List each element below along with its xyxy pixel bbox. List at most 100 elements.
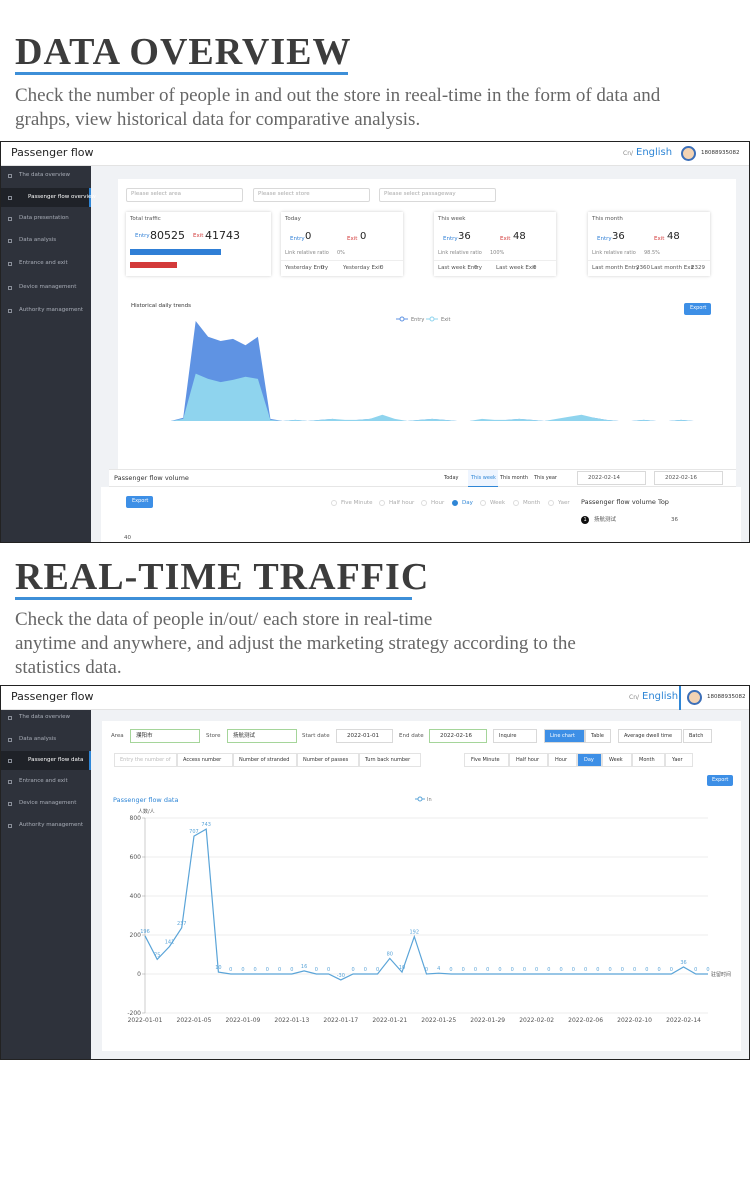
granularity-tab[interactable] — [577, 753, 602, 767]
tab-label[interactable]: Half hour — [516, 757, 540, 763]
granularity-tab[interactable] — [509, 753, 548, 767]
menu-item[interactable]: Entrance and exit — [19, 260, 68, 266]
metric-tab[interactable] — [177, 753, 233, 767]
menu-icon — [8, 802, 12, 806]
button[interactable] — [493, 729, 537, 743]
button-label[interactable]: Inquire — [499, 733, 517, 739]
menu-item[interactable]: Authority management — [19, 822, 84, 828]
button[interactable] — [544, 729, 585, 743]
top-bar — [1, 142, 749, 166]
radio-label[interactable]: Month — [523, 500, 541, 506]
button-label[interactable]: Table — [591, 733, 604, 739]
button[interactable] — [585, 729, 611, 743]
radio[interactable] — [379, 500, 385, 506]
tab-label[interactable]: Hour — [555, 757, 568, 763]
radio[interactable] — [421, 500, 427, 506]
menu-item[interactable]: Passenger flow overview — [28, 194, 96, 200]
menu-item[interactable]: Entrance and exit — [19, 778, 68, 784]
tab-label[interactable]: Five Minute — [471, 757, 500, 763]
export-button[interactable] — [684, 303, 711, 315]
radio-label[interactable]: Yaer — [558, 500, 570, 506]
granularity-tab[interactable] — [548, 753, 577, 767]
ratio-value: 100% — [490, 250, 505, 256]
sidebar — [1, 166, 91, 542]
tab-label[interactable]: Week — [609, 757, 623, 763]
export-button[interactable] — [126, 496, 153, 508]
button[interactable] — [683, 729, 712, 743]
filter-input[interactable] — [429, 729, 487, 743]
menu-item[interactable]: Device management — [19, 800, 77, 806]
metric-tab[interactable] — [359, 753, 421, 767]
metric-tab[interactable] — [114, 753, 177, 767]
previous-exit-label: Last week Exit — [496, 265, 536, 271]
tab-label[interactable]: Month — [639, 757, 655, 763]
menu-item[interactable]: Data presentation — [19, 215, 69, 221]
menu-item[interactable]: The data overview — [19, 714, 71, 720]
exit-label: Exit — [654, 236, 665, 242]
tab-label[interactable]: Day — [584, 757, 594, 763]
tab-label[interactable]: Entry the number of — [120, 757, 171, 763]
tab[interactable]: Today — [444, 475, 459, 481]
radio-label[interactable]: Half hour — [389, 500, 415, 506]
filter-input[interactable] — [130, 729, 200, 743]
menu-item[interactable]: The data overview — [19, 172, 71, 178]
button-label[interactable]: Export — [690, 305, 707, 311]
tab-label[interactable]: Access number — [183, 757, 222, 763]
menu-item[interactable]: Device management — [19, 284, 77, 290]
button[interactable] — [618, 729, 682, 743]
card — [434, 212, 556, 276]
filter-input[interactable] — [227, 729, 297, 743]
language-option[interactable]: Cn/ — [629, 694, 640, 701]
radio-label[interactable]: Week — [490, 500, 506, 506]
filter-input[interactable] — [336, 729, 393, 743]
menu-item[interactable]: Authority management — [19, 307, 84, 313]
menu-item[interactable]: Passenger flow data — [28, 757, 84, 763]
export-button[interactable] — [707, 775, 733, 786]
granularity-tab[interactable] — [464, 753, 509, 767]
button-label[interactable]: Average dwell time — [624, 733, 673, 739]
granularity-tab[interactable] — [632, 753, 665, 767]
button-label[interactable]: Export — [132, 498, 149, 504]
select[interactable] — [253, 188, 370, 202]
section-description: Check the number of people in and out th… — [15, 85, 661, 130]
select[interactable] — [126, 188, 243, 202]
radio-label[interactable]: Day — [462, 500, 473, 506]
tab[interactable]: This week — [471, 475, 496, 481]
tab-label[interactable]: Number of stranded — [239, 757, 290, 763]
granularity-tab[interactable] — [602, 753, 632, 767]
button-label[interactable]: Line chart — [550, 733, 576, 739]
card-title: Today — [285, 216, 301, 222]
date-input[interactable] — [654, 471, 723, 485]
tab-label[interactable]: Number of passes — [303, 757, 349, 763]
filter-label: Area — [111, 733, 124, 739]
menu-item[interactable]: Data analysis — [19, 237, 57, 243]
tab[interactable]: This month — [500, 475, 529, 481]
language-option[interactable]: English — [636, 147, 673, 158]
menu-icon — [8, 759, 12, 763]
language-option[interactable]: English — [642, 691, 679, 702]
select[interactable] — [379, 188, 496, 202]
radio[interactable] — [480, 500, 486, 506]
metric-tab[interactable] — [297, 753, 359, 767]
menu-item[interactable]: Data analysis — [19, 736, 57, 742]
description-line: Check the data of people in/out/ each st… — [15, 609, 433, 630]
tab[interactable]: This year — [534, 475, 557, 481]
radio[interactable] — [513, 500, 519, 506]
button-label[interactable]: Batch — [689, 733, 704, 739]
granularity-tab[interactable] — [665, 753, 693, 767]
filter-label: Start date — [302, 733, 330, 739]
tab-label[interactable]: Turn back number — [365, 757, 411, 763]
date-input[interactable] — [577, 471, 646, 485]
menu-icon — [8, 824, 12, 828]
radio[interactable] — [548, 500, 554, 506]
tab-label[interactable]: Yaer — [672, 757, 683, 763]
button-label[interactable]: Export — [712, 777, 729, 783]
content-panel — [102, 721, 741, 1051]
radio[interactable] — [331, 500, 337, 506]
top-bar — [1, 686, 749, 710]
radio[interactable] — [452, 500, 458, 506]
metric-tab[interactable] — [233, 753, 297, 767]
radio-label[interactable]: Five Minute — [341, 500, 373, 506]
radio-label[interactable]: Hour — [431, 500, 445, 506]
language-option[interactable]: Cn/ — [623, 150, 634, 157]
